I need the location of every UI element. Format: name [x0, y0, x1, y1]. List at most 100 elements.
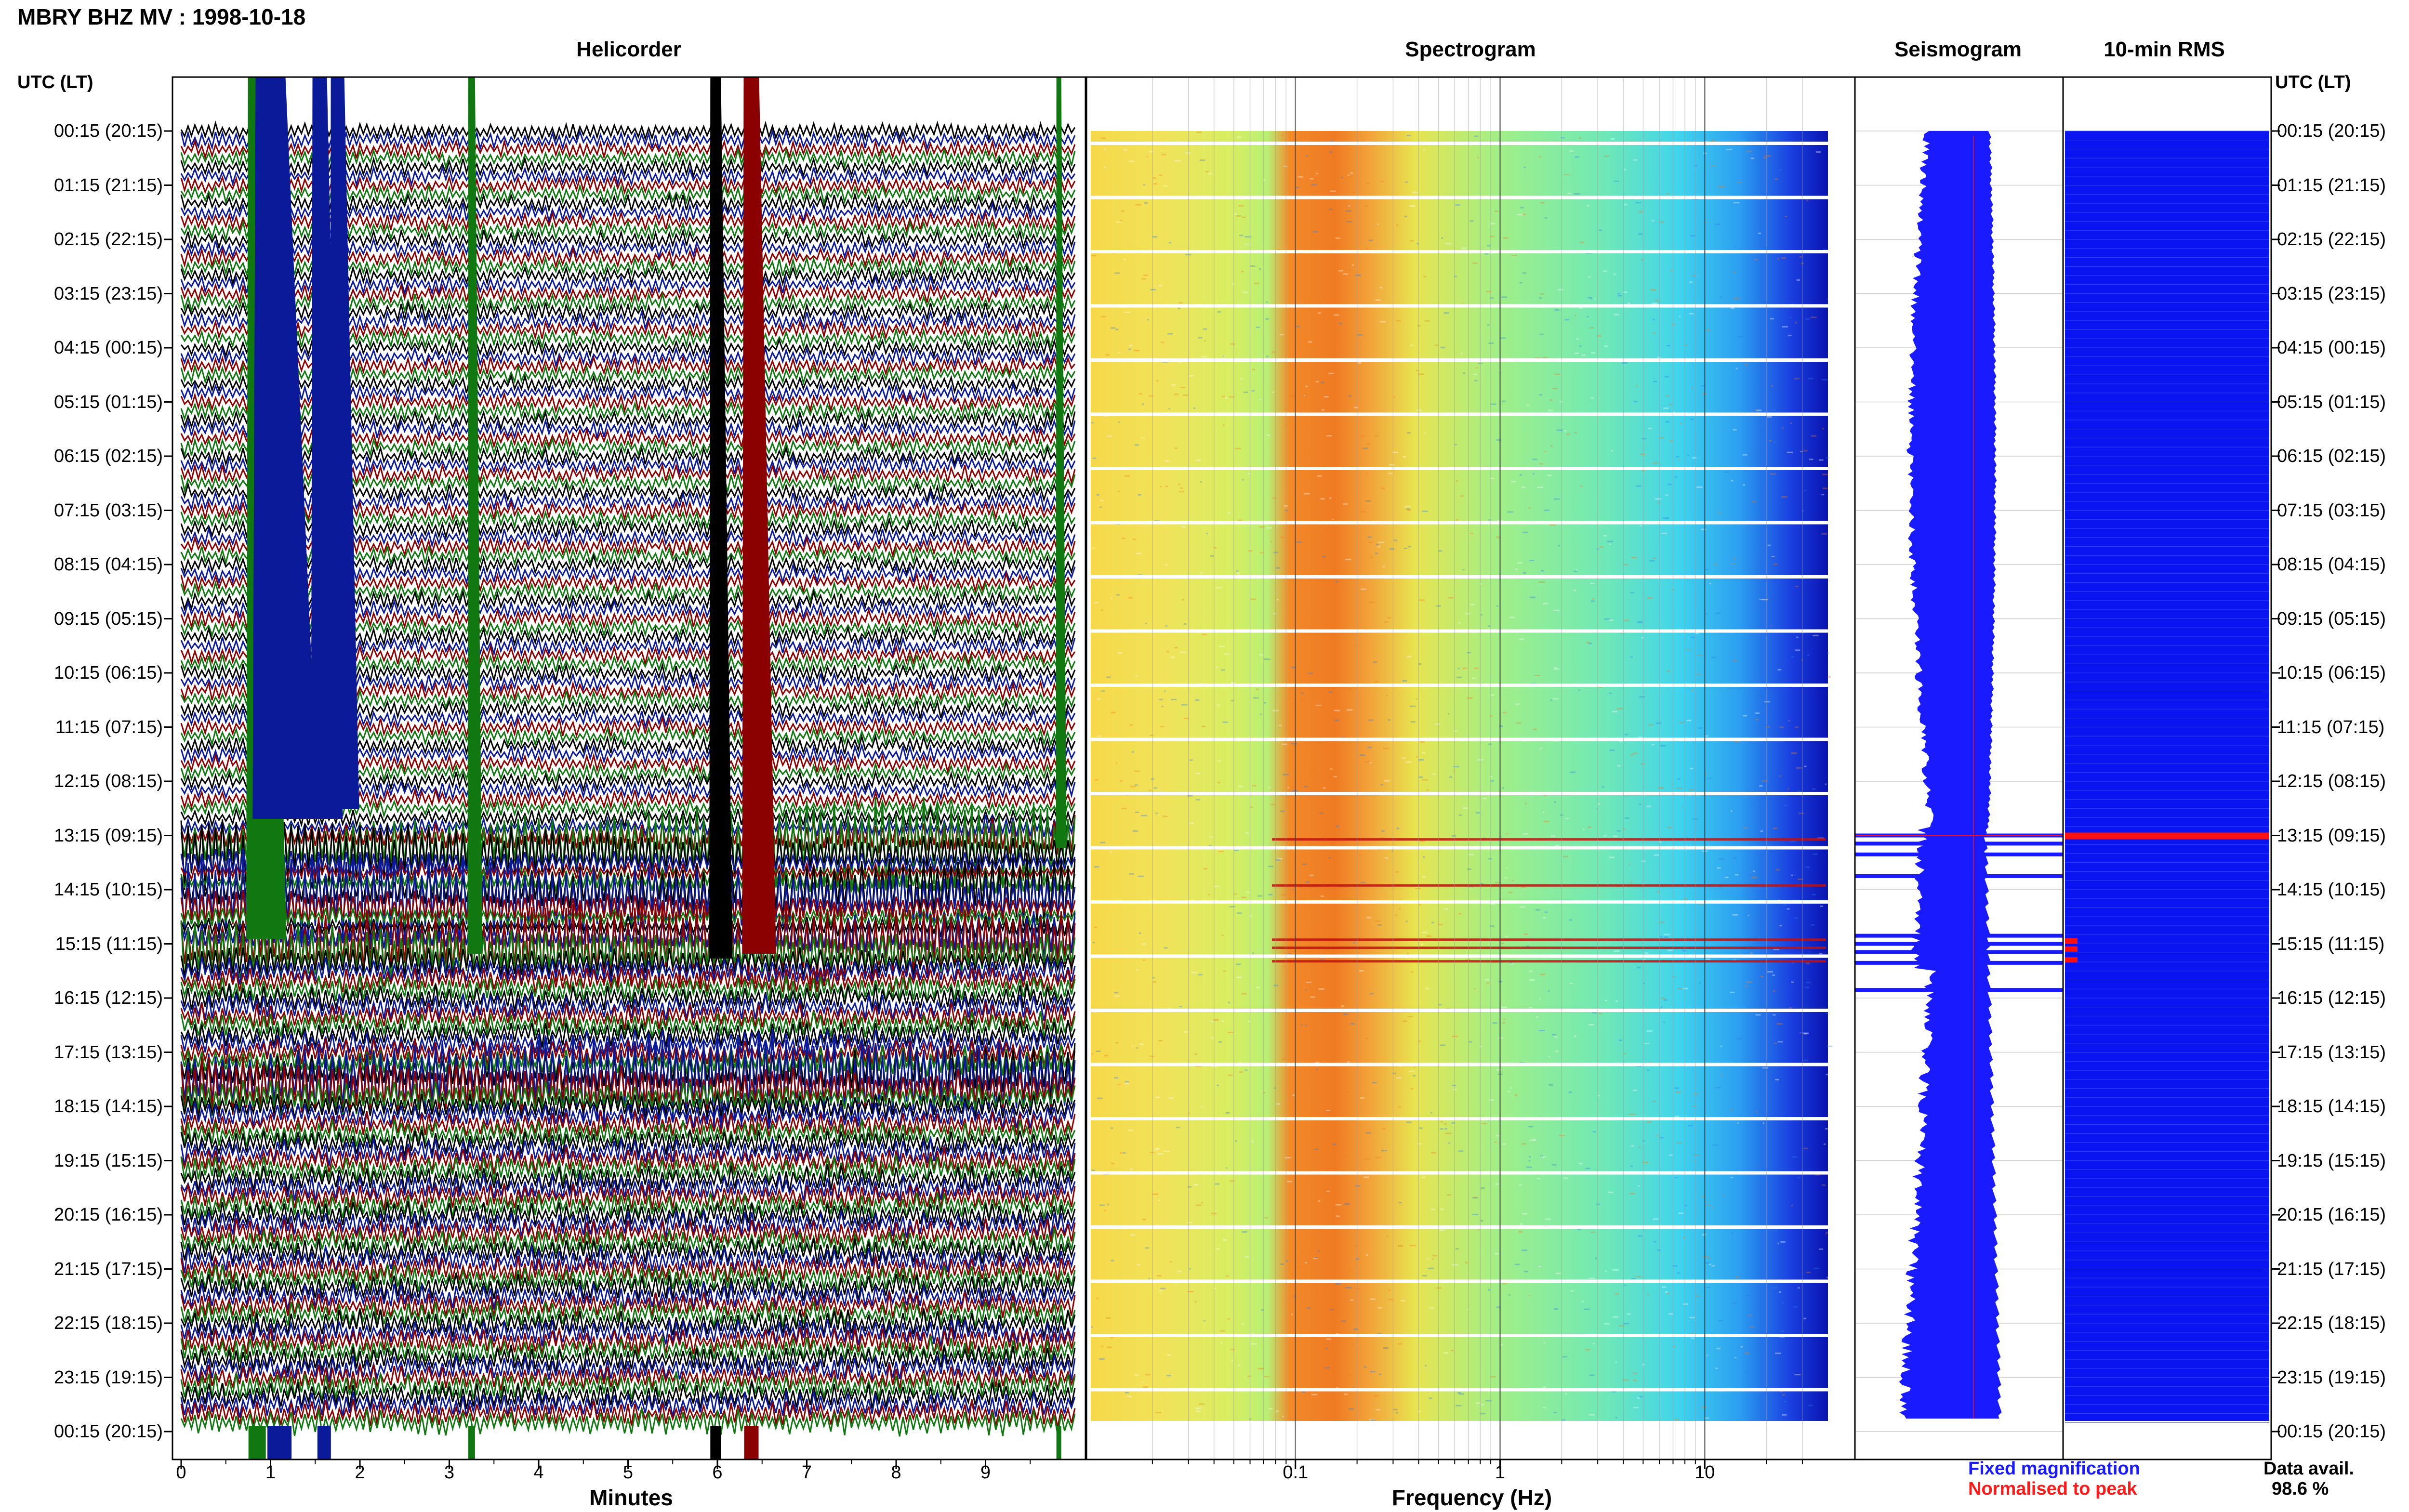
helicorder-trace [180, 967, 1076, 995]
helicorder-event [742, 77, 776, 954]
time-label-left: 22:15 (18:15) [53, 1313, 163, 1333]
helicorder-trace [180, 1183, 1076, 1211]
helicorder-trace [180, 1363, 1076, 1392]
helicorder-event-bottom [744, 1426, 759, 1459]
spectrogram-event [1272, 947, 1826, 949]
helicorder-trace [180, 1381, 1076, 1410]
time-label-right: 00:15 (20:15) [2277, 121, 2386, 141]
helicorder-trace [180, 1273, 1076, 1302]
helicorder-trace [180, 1238, 1076, 1265]
time-label-right: 11:15 (07:15) [2277, 717, 2385, 737]
time-label-left: 07:15 (03:15) [53, 500, 163, 521]
helicorder-trace [180, 1218, 1076, 1247]
time-label-left: 04:15 (00:15) [53, 338, 163, 358]
helicorder-trace [180, 993, 1076, 1021]
helicorder-trace [180, 1408, 1076, 1437]
helicorder-event-bottom [267, 1426, 292, 1459]
helicorder-trace [180, 1201, 1076, 1229]
time-label-right: 19:15 (15:15) [2277, 1150, 2386, 1171]
time-label-right: 03:15 (23:15) [2277, 283, 2386, 304]
time-label-right: 15:15 (11:15) [2277, 933, 2385, 954]
helicorder-trace [180, 1319, 1076, 1347]
time-label-left: 03:15 (23:15) [53, 283, 163, 304]
time-label-left: 08:15 (04:15) [53, 554, 163, 575]
time-label-left: 11:15 (07:15) [55, 717, 163, 737]
time-label-left: 18:15 (14:15) [53, 1096, 163, 1117]
time-label-left: 00:15 (20:15) [53, 121, 163, 141]
helicorder-trace [180, 956, 1076, 985]
time-label-right: 12:15 (08:15) [2277, 771, 2386, 791]
helicorder-trace [180, 128, 1076, 151]
spectrogram-event [1272, 838, 1826, 841]
time-label-right: 08:15 (04:15) [2277, 554, 2386, 575]
helicorder-trace [180, 859, 1076, 883]
helicorder-trace [180, 155, 1076, 179]
time-label-left: 05:15 (01:15) [53, 392, 163, 412]
time-label-right: 01:15 (21:15) [2277, 175, 2386, 196]
helicorder-trace [180, 1291, 1076, 1319]
helicorder-trace [180, 1327, 1076, 1356]
data-availability-label: Data avail. [2263, 1459, 2354, 1479]
spectrogram-gap [1091, 196, 1828, 199]
helicorder-trace [180, 1155, 1076, 1184]
helicorder-trace [180, 184, 1076, 207]
helicorder-event-bottom [710, 1426, 721, 1459]
legend-normalised-to-peak: Normalised to peak [1968, 1479, 2137, 1499]
legend-fixed-magnification: Fixed magnification [1968, 1459, 2140, 1479]
helicorder-trace [180, 1110, 1076, 1139]
spectrogram-gap [1091, 1334, 1828, 1337]
helicorder-trace [180, 848, 1076, 876]
time-label-left: 02:15 (22:15) [53, 229, 163, 250]
helicorder-trace [180, 920, 1076, 985]
time-label-left: 19:15 (15:15) [53, 1150, 163, 1171]
helicorder-trace [180, 1245, 1076, 1274]
spectrogram-x-tick: 10 [1694, 1462, 1715, 1483]
helicorder-trace [180, 1056, 1076, 1122]
time-label-right: 18:15 (14:15) [2277, 1096, 2386, 1117]
time-label-left: 16:15 (12:15) [53, 988, 163, 1008]
helicorder-trace [180, 983, 1076, 1012]
helicorder-trace [180, 1345, 1076, 1374]
time-label-right: 17:15 (13:15) [2277, 1042, 2386, 1063]
utc-label-right: UTC (LT) [2275, 72, 2351, 92]
helicorder-trace [180, 1011, 1076, 1039]
helicorder-trace [180, 1335, 1076, 1363]
spectrogram-gap [1091, 467, 1828, 470]
time-label-right: 07:15 (03:15) [2277, 500, 2386, 521]
spectrogram-gap [1091, 900, 1828, 904]
spectrogram-x-tick: 0.1 [1283, 1462, 1309, 1483]
spectrogram-gap [1091, 412, 1828, 416]
spectrogram-gap [1091, 575, 1828, 579]
helicorder-event [709, 77, 733, 959]
helicorder-event-bottom [468, 1426, 475, 1459]
plot-frames [164, 76, 2280, 1469]
spectrogram-event [1272, 960, 1826, 963]
utc-label-left: UTC (LT) [17, 72, 93, 92]
time-label-right: 02:15 (22:15) [2277, 229, 2386, 250]
helicorder-trace [180, 1399, 1076, 1428]
helicorder-trace [180, 173, 1076, 197]
time-label-left: 10:15 (06:15) [53, 663, 163, 683]
spectrogram-gap [1091, 629, 1828, 633]
helicorder-x-tick: 6 [712, 1462, 723, 1483]
time-label-right: 14:15 (10:15) [2277, 880, 2386, 900]
spectrogram-gap [1091, 1117, 1828, 1120]
helicorder-trace [180, 1130, 1076, 1157]
seismogram-envelope [1899, 131, 2002, 1419]
time-label-right: 00:15 (20:15) [2277, 1421, 2386, 1442]
time-label-right: 20:15 (16:15) [2277, 1205, 2386, 1225]
helicorder-trace [180, 905, 1076, 928]
helicorder-x-tick: 7 [801, 1462, 812, 1483]
helicorder-trace [180, 165, 1076, 188]
spectrogram-title: Spectrogram [1405, 38, 1536, 61]
helicorder-trace [180, 914, 1076, 938]
helicorder-trace [180, 1038, 1076, 1067]
helicorder-trace [180, 192, 1076, 215]
helicorder-x-tick: 0 [176, 1462, 186, 1483]
spectrogram-gap [1091, 1279, 1828, 1283]
seismogram-title: Seismogram [1894, 38, 2022, 61]
helicorder-trace [180, 1371, 1076, 1402]
rms-peak [2065, 938, 2078, 944]
helicorder-x-tick: 9 [980, 1462, 991, 1483]
